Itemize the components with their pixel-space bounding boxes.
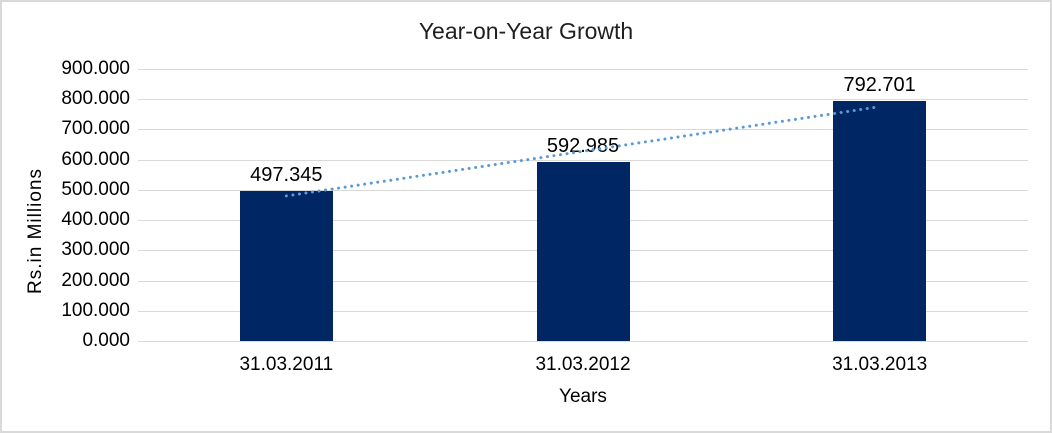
bar[interactable] — [536, 161, 630, 341]
y-tick-label: 700.000 — [61, 118, 130, 140]
y-tick-label: 0.000 — [82, 330, 130, 351]
y-tick-label: 900.000 — [61, 58, 130, 79]
y-tick-label: 800.000 — [61, 88, 130, 110]
gridline — [138, 69, 1028, 70]
data-label: 792.701 — [843, 74, 916, 97]
y-tick-label: 100.000 — [61, 299, 130, 321]
bar[interactable] — [833, 101, 927, 341]
gridline — [138, 99, 1028, 101]
data-label: 497.345 — [250, 163, 323, 186]
plot-area: 497.345 592.985 792.701 — [138, 69, 1028, 342]
y-tick-label: 500.000 — [61, 178, 130, 200]
x-axis-title: Years — [559, 386, 607, 407]
y-tick-label: 600.000 — [61, 148, 130, 170]
data-label: 592.985 — [546, 134, 620, 157]
bar[interactable] — [239, 190, 333, 341]
y-tick-label: 300.000 — [61, 239, 130, 261]
x-tick-label: 31.03.2013 — [832, 354, 928, 375]
gridline — [138, 341, 1028, 342]
x-tick-label: 31.03.2011 — [239, 354, 334, 375]
x-tick-label: 31.03.2012 — [535, 354, 631, 375]
chart-title: Year-on-Year Growth — [418, 18, 634, 44]
y-tick-label: 400.000 — [61, 209, 130, 231]
y-tick-label: 200.000 — [61, 269, 130, 291]
